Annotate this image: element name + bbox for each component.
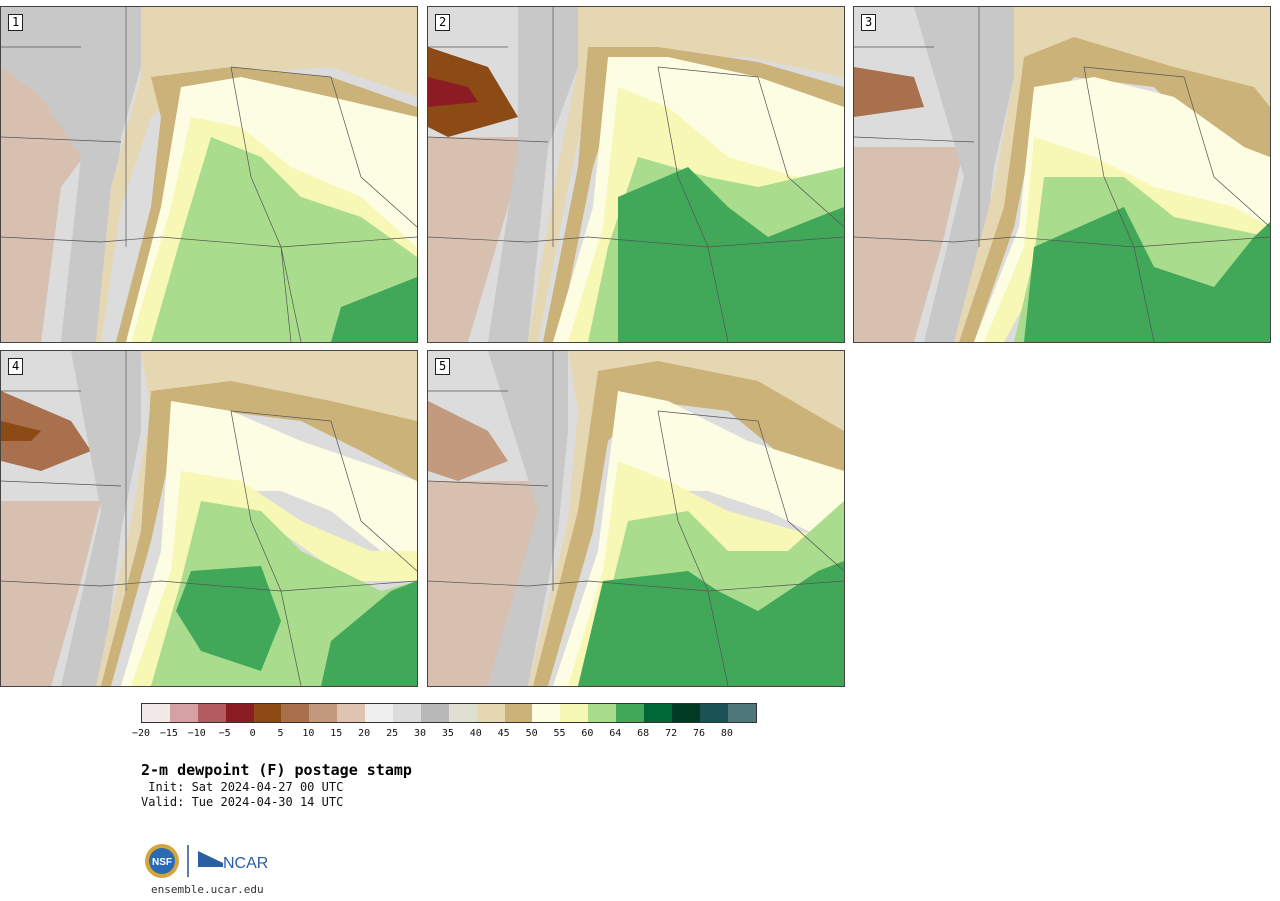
colorbar-swatch [671, 704, 700, 722]
panel-number: 1 [8, 14, 24, 31]
stamp-panel-2: 2 [427, 6, 845, 343]
colorbar-swatch [699, 704, 728, 722]
colorbar-swatch [309, 704, 338, 722]
colorbar-tick: 55 [553, 728, 566, 739]
colorbar-swatch [448, 704, 477, 722]
colorbar-swatch [337, 704, 366, 722]
dewpoint-map-2 [428, 7, 844, 342]
colorbar-tick: 25 [386, 728, 399, 739]
panel-number: 2 [435, 14, 451, 31]
dewpoint-map-4 [1, 351, 417, 686]
colorbar-tick: −10 [187, 728, 206, 739]
site-url: ensemble.ucar.edu [151, 883, 264, 896]
colorbar-tick: −5 [218, 728, 231, 739]
colorbar-tick: 15 [330, 728, 343, 739]
ncar-logo-text: NCAR [223, 855, 268, 872]
colorbar-swatch [476, 704, 505, 722]
colorbar-swatch [588, 704, 617, 722]
colorbar-tick: 64 [609, 728, 622, 739]
nsf-logo-text: NSF [152, 857, 172, 868]
colorbar-swatch [225, 704, 254, 722]
colorbar-tick: 40 [469, 728, 482, 739]
panel-number: 3 [861, 14, 877, 31]
colorbar-swatch [532, 704, 561, 722]
colorbar-tick: −20 [131, 728, 151, 739]
colorbar-swatch [644, 704, 672, 722]
colorbar-swatch [616, 704, 645, 722]
colorbar-tick: 35 [441, 728, 454, 739]
stamp-panel-4: 4 [0, 350, 418, 687]
colorbar-tick: 45 [497, 728, 510, 739]
colorbar-tick: 20 [358, 728, 371, 739]
plot-title: 2-m dewpoint (F) postage stamp [141, 761, 412, 779]
colorbar-tick: 76 [692, 728, 706, 739]
colorbar-tick: 50 [525, 728, 538, 739]
colorbar-swatch [142, 704, 170, 722]
ncar-logo: NCAR [198, 851, 268, 872]
colorbar-tick: 0 [249, 728, 256, 739]
dewpoint-map-3 [854, 7, 1270, 342]
panel-number: 5 [435, 358, 451, 375]
colorbar-swatch [253, 704, 282, 722]
valid-time: Valid: Tue 2024-04-30 14 UTC [141, 795, 344, 809]
colorbar-tick: 30 [413, 728, 427, 739]
colorbar-swatch [281, 704, 310, 722]
colorbar-swatch [393, 704, 421, 722]
colorbar-swatch [504, 704, 533, 722]
colorbar-swatch [727, 704, 756, 722]
colorbar-swatch [365, 704, 394, 722]
colorbar-tick: 60 [581, 728, 594, 739]
colorbar-swatch [197, 704, 226, 722]
dewpoint-colorbar [141, 703, 757, 723]
stamp-panel-3: 3 [853, 6, 1271, 343]
panel-number: 4 [8, 358, 24, 375]
dewpoint-map-1 [1, 7, 417, 342]
dewpoint-map-5 [428, 351, 844, 686]
colorbar-swatch [169, 704, 198, 722]
colorbar-tick: 5 [277, 728, 284, 739]
colorbar-tick: 10 [302, 728, 315, 739]
nsf-ncar-logos: NSF NCAR [145, 844, 268, 878]
colorbar-tick-labels: −20 −15 −10 −5 0 5 10 15 20 25 30 35 40 45 50 55 60 64 68 7… [132, 728, 781, 742]
init-time: Init: Sat 2024-04-27 00 UTC [141, 780, 344, 794]
nsf-logo: NSF [145, 844, 179, 878]
colorbar-swatch [420, 704, 449, 722]
colorbar-tick: 72 [665, 728, 678, 739]
colorbar-tick: 80 [720, 728, 733, 739]
colorbar-tick: −15 [159, 728, 178, 739]
stamp-panel-5: 5 [427, 350, 845, 687]
colorbar-tick: 68 [637, 728, 650, 739]
colorbar-swatch [560, 704, 589, 722]
stamp-panel-1: 1 [0, 6, 418, 343]
